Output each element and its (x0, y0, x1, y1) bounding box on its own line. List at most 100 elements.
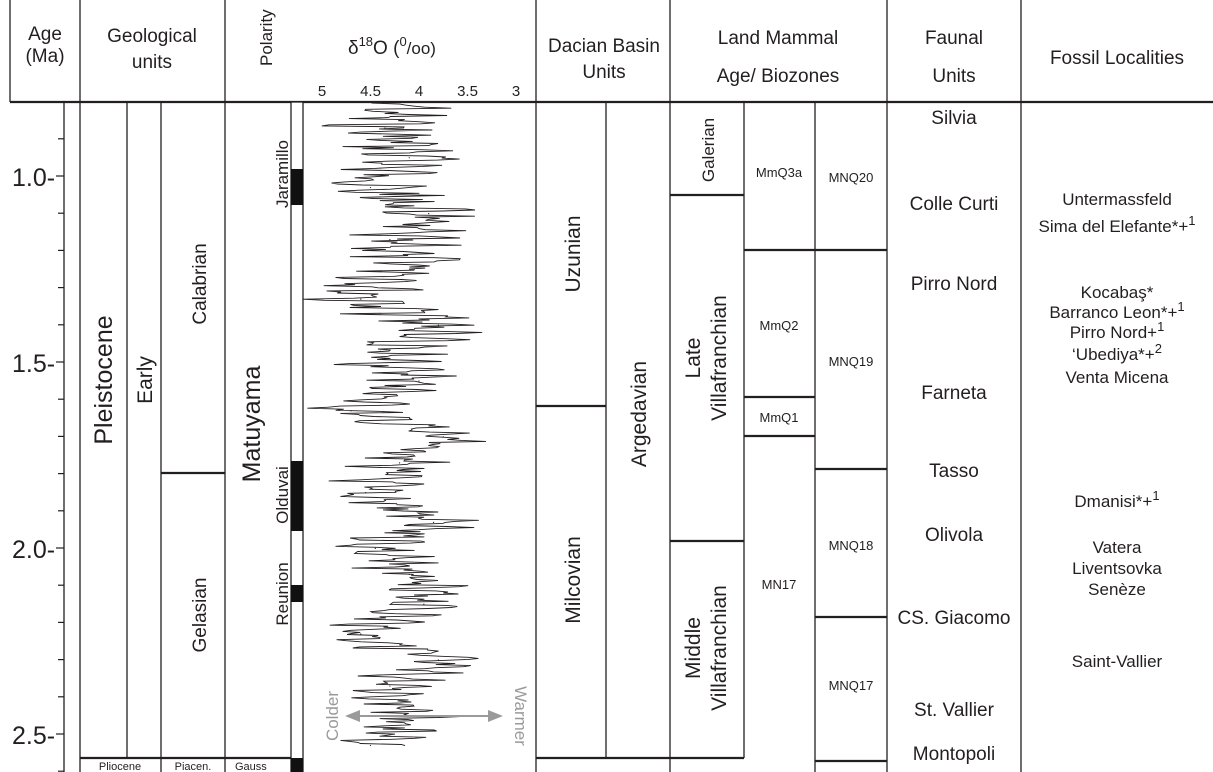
label-warmer: Warmer (511, 686, 530, 746)
header-faunal-units: Units (932, 66, 975, 87)
faunal-pirro-nord: Pirro Nord (911, 274, 998, 295)
locality-sima-del-elefante: Sima del Elefante*+1 (1038, 213, 1195, 236)
dacian-argedavian: Argedavian (628, 361, 651, 467)
locality-seneze: Senèze (1088, 580, 1146, 599)
header-fossil-localities: Fossil Localities (1050, 48, 1184, 69)
gauss-normal-interval (291, 758, 303, 772)
stage-calabrian: Calabrian (190, 243, 211, 324)
d18o-point (369, 744, 372, 747)
locality-ubediya: ‘Ubediya*+2 (1072, 341, 1162, 364)
reunion-normal-interval (291, 585, 303, 602)
epoch-pleistocene: Pleistocene (90, 315, 118, 444)
locality-dmanisi: Dmanisi*+1 (1074, 488, 1159, 511)
d18o-curve (302, 101, 487, 747)
d18o-point (360, 633, 362, 635)
d18o-point (360, 298, 362, 300)
biozone-mmq3a: MmQ3a (756, 165, 803, 180)
d18o-point (423, 603, 425, 605)
d18o-point (408, 157, 410, 159)
locality-kocabas: Kocabaş* (1081, 283, 1154, 302)
d18o-point (442, 436, 444, 438)
faunal-silvia: Silvia (931, 108, 977, 129)
biozone-mnq19: MNQ19 (829, 354, 874, 369)
biozone-mnq17: MNQ17 (829, 678, 874, 693)
age-tick-2-0: 2.0- (12, 536, 55, 564)
locality-liventsovka: Liventsovka (1072, 559, 1162, 578)
header-row: Age (Ma) Geological units Polarity δ18O … (9, 0, 1213, 772)
faunal-units: Silvia Colle Curti Pirro Nord Farneta Ta… (898, 108, 1011, 765)
faunal-st-vallier: St. Vallier (914, 700, 995, 721)
header-biozones: Age/ Biozones (717, 66, 840, 87)
d18o-point (365, 492, 367, 494)
header-age: Age (28, 24, 62, 45)
locality-saint-vallier: Saint-Vallier (1072, 652, 1163, 671)
header-dacian: Dacian Basin (548, 36, 660, 57)
d18o-point (408, 573, 410, 576)
warmer-arrowhead (488, 710, 503, 722)
d18o-point (413, 268, 415, 270)
header-faunal: Faunal (925, 28, 983, 49)
biozone-mmq2: MmQ2 (760, 318, 799, 333)
bottom-chron-gauss: Gauss (235, 761, 267, 772)
subepoch-early: Early (134, 356, 157, 404)
polarity: Matuyama Jaramillo Olduvai Reunion Gauss (225, 101, 304, 772)
locality-pirro-nord: Pirro Nord+1 (1070, 319, 1165, 342)
lma-middle-villafranchian: Villafranchian (708, 585, 731, 711)
d18o-tick-label: 3 (512, 83, 520, 100)
d18o-point (384, 127, 386, 129)
d18o-tick-label: 5 (318, 83, 326, 100)
d18o-data-points (350, 101, 444, 747)
d18o-point (399, 462, 401, 464)
dacian-uzunian: Uzunian (562, 215, 585, 292)
faunal-montopoli: Montopoli (913, 744, 995, 765)
header-land-mammal: Land Mammal (718, 28, 838, 49)
d18o-point (418, 380, 420, 382)
biozone-mnq20: MNQ20 (829, 170, 874, 185)
header-geological: Geological (107, 26, 197, 47)
lma-late-villafranchian: Villafranchian (708, 295, 731, 421)
header-d18o: δ18O (0/oo) (348, 34, 436, 59)
colder-arrowhead (345, 710, 360, 722)
header-polarity: Polarity (257, 9, 276, 66)
d18o-point (389, 239, 391, 241)
label-colder: Colder (323, 691, 342, 741)
land-mammal-ages: Galerian Late Villafranchian Middle Vill… (670, 102, 887, 772)
biozone-mmq1: MmQ1 (760, 410, 799, 425)
d18o-point (437, 324, 439, 326)
d18o-point (428, 213, 430, 215)
dacian-basin-units: Uzunian Milcovian Argedavian (536, 102, 670, 760)
bottom-stage-piacenzian: Piacen. (175, 761, 212, 772)
header-dacian-units: Units (582, 62, 625, 83)
d18o-point (369, 186, 372, 189)
lma-late: Late (682, 338, 705, 379)
biozone-mn17: MN17 (762, 577, 797, 592)
d18o-point (379, 350, 381, 352)
faunal-colle-curti: Colle Curti (910, 194, 999, 215)
locality-barranco-leon: Barranco Leon*+1 (1049, 299, 1184, 322)
age-minor-ticks (56, 138, 64, 772)
header-age-unit: (Ma) (25, 46, 64, 67)
faunal-farneta: Farneta (921, 383, 987, 404)
d18o-tick-label: 4 (415, 83, 423, 100)
subchron-olduvai: Olduvai (273, 466, 292, 524)
bottom-epoch-pliocene: Pliocene (99, 761, 141, 772)
age-tick-1-5: 1.5- (12, 350, 55, 378)
faunal-cs-giacomo: CS. Giacomo (898, 608, 1011, 629)
lma-galerian: Galerian (699, 118, 718, 182)
d18o-point (374, 547, 376, 550)
olduvai-normal-interval (291, 461, 303, 531)
header-geological-units: units (132, 52, 172, 73)
d18o-point (389, 685, 391, 687)
age-tick-2-5: 2.5- (12, 722, 55, 750)
locality-vatera: Vatera (1093, 538, 1142, 557)
lma-middle: Middle (682, 617, 705, 679)
faunal-tasso: Tasso (929, 461, 979, 482)
d18o-point (432, 521, 435, 523)
jaramillo-normal-interval (291, 169, 303, 205)
d18o-point (399, 101, 401, 103)
d18o-point (437, 659, 439, 661)
stage-gelasian: Gelasian (190, 578, 211, 653)
fossil-localities: Untermassfeld Sima del Elefante*+1 Kocab… (1038, 190, 1195, 671)
subchron-jaramillo: Jaramillo (273, 140, 292, 208)
